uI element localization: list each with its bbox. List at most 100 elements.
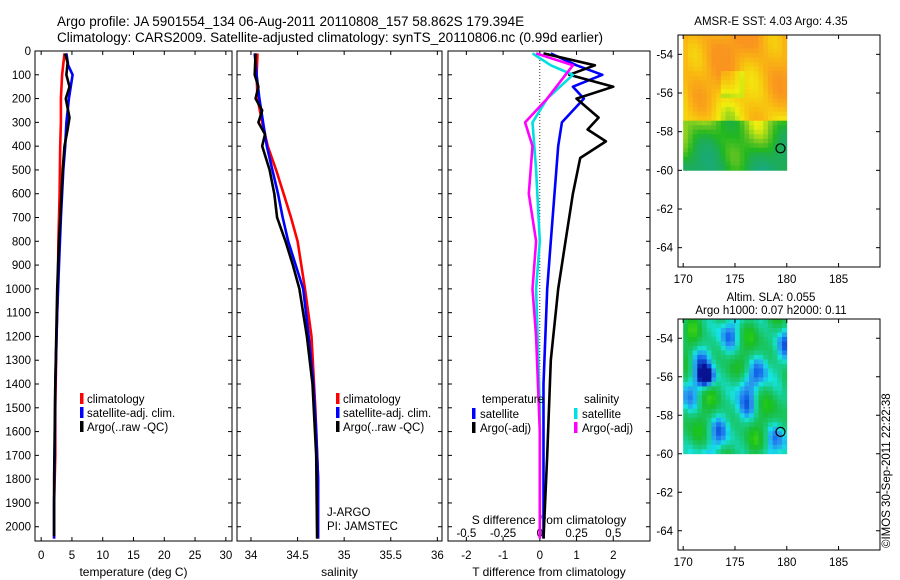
sla-map-cell [720, 417, 726, 423]
temperature-series-argo-raw-qc- [52, 53, 71, 537]
sla-map-cell [692, 332, 698, 338]
sst-map-cell [777, 152, 783, 158]
sst-map-cell [697, 161, 703, 167]
difference-series-satellite-salinity [531, 52, 575, 539]
sla-map-cell [716, 341, 722, 347]
sla-map-cell [697, 444, 703, 450]
sst-map-cell [777, 80, 783, 86]
sla-map-cell [687, 440, 693, 446]
sst-map-cell [730, 71, 736, 76]
sst-map-cell [702, 111, 708, 117]
sst-map-cell [725, 152, 731, 158]
sst-map-cell [777, 44, 783, 49]
depth-tick-label: 0 [25, 46, 31, 58]
sst-map-cell [711, 129, 717, 135]
sla-map-cell [772, 368, 778, 374]
sst-map-cell [772, 156, 778, 162]
sla-map-cell [730, 319, 736, 324]
sla-map-cell [734, 359, 741, 365]
sla-map-cell [702, 426, 708, 432]
sla-map-cell [730, 449, 736, 455]
sla-map-cell [692, 323, 698, 329]
sla-map-cell [758, 440, 764, 446]
sla-map-cell [758, 368, 764, 374]
sst-map-cell [720, 71, 726, 76]
sla-map-x-tick-label: 185 [829, 557, 848, 569]
sst-map-cell [753, 138, 759, 144]
sla-map-cell [697, 323, 703, 329]
sla-map-y-tick-label: -54 [656, 333, 673, 345]
sst-map-cell [716, 111, 722, 117]
difference-x-tick-label: 0 [537, 550, 543, 562]
sst-map-cell [706, 138, 712, 144]
sla-map-cell [720, 413, 726, 419]
sla-map-cell [716, 368, 722, 374]
sst-map-cell [687, 98, 693, 104]
sla-map-cell [739, 426, 745, 432]
sla-map-cell [697, 341, 703, 347]
sst-map-cell [683, 93, 689, 99]
sst-map-cell [749, 57, 755, 63]
sla-map-cell [706, 354, 712, 360]
sla-map-cell [777, 354, 783, 360]
sst-map-cell [739, 152, 745, 158]
sla-map-cell [687, 390, 693, 396]
sla-map-cell [716, 444, 722, 450]
sst-map-cell [702, 143, 708, 149]
sla-map-cell [734, 363, 741, 369]
salinity-x-tick-label: 34.5 [286, 550, 308, 562]
sla-map-cell [782, 417, 788, 423]
sla-map-cell [767, 431, 774, 437]
header-line-2: Climatology: CARS2009. Satellite-adjuste… [57, 30, 603, 45]
sst-map-cell [683, 152, 689, 158]
sst-map-cell [782, 161, 788, 167]
salinity-x-tick-label: 34 [245, 550, 258, 562]
sla-map-cell [744, 381, 750, 387]
sla-map-cell [692, 444, 698, 450]
sla-map-cell [683, 381, 689, 387]
sla-map-cell [777, 444, 783, 450]
sst-map-cell [706, 125, 712, 131]
sla-map-cell [734, 381, 741, 387]
sst-map-cell [744, 93, 750, 99]
sst-map-cell [711, 147, 717, 153]
sla-map-cell [749, 377, 755, 383]
salinity-series-climatology [255, 53, 320, 539]
sst-map-cell [697, 80, 703, 86]
sst-map-cell [782, 125, 788, 131]
sst-map-cell [734, 53, 741, 58]
sla-map-cell [782, 323, 788, 329]
sla-map-cell [749, 440, 755, 446]
sst-map-cell [744, 161, 750, 167]
sst-map-cell [758, 120, 764, 126]
sst-map-cell [744, 44, 750, 49]
sla-map-cell [739, 345, 745, 351]
sst-map-cell [758, 147, 764, 153]
sst-map-cell [697, 57, 703, 63]
sst-map-cell [772, 89, 778, 95]
sst-map-cell [702, 35, 708, 40]
sst-map-cell [734, 147, 741, 153]
sst-map-cell [725, 53, 731, 58]
sla-map-cell [777, 395, 783, 401]
sla-map-cell [683, 390, 689, 396]
sla-map-cell [734, 417, 741, 423]
sst-map-cell [772, 71, 778, 76]
sla-map-cell [767, 435, 774, 441]
sst-map-cell [683, 107, 689, 113]
sst-map-cell [692, 147, 698, 153]
sst-map-cell [758, 44, 764, 49]
diff-legend-swatch [574, 422, 578, 433]
sst-map-cell [702, 156, 708, 162]
sla-map-cell [687, 323, 693, 329]
sst-map-cell [734, 125, 741, 131]
sst-map-cell [744, 35, 750, 40]
sla-map-cell [725, 350, 731, 356]
sst-map-cell [697, 152, 703, 158]
salinity-diff-axis-label: S difference from climatology [472, 513, 627, 527]
sla-map-cell [772, 449, 778, 455]
sst-map-cell [739, 161, 745, 167]
sla-map-cell [687, 377, 693, 383]
sla-map-cell [692, 417, 698, 423]
sst-map-cell [744, 134, 750, 140]
